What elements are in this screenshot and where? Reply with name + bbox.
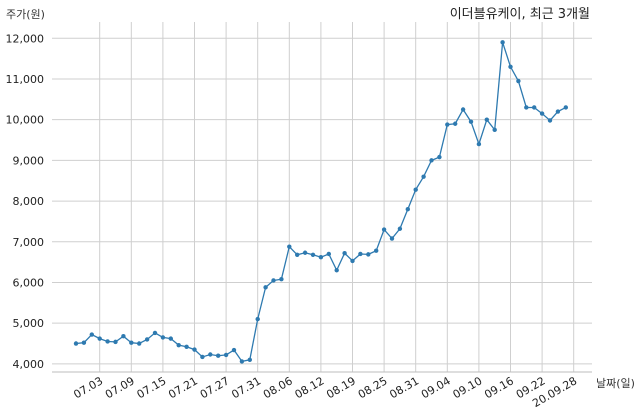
data-point	[484, 117, 489, 122]
data-point	[437, 154, 442, 160]
data-point	[460, 107, 466, 112]
data-point	[129, 340, 134, 345]
data-point	[271, 278, 276, 283]
data-point	[381, 227, 387, 232]
data-point	[374, 248, 379, 253]
data-point	[137, 341, 142, 346]
y-tick-label: 12,000	[6, 32, 45, 45]
data-point	[279, 277, 284, 282]
y-tick-label: 11,000	[6, 73, 45, 86]
data-point	[184, 344, 189, 349]
x-axis-title: 날짜(일)	[596, 376, 635, 390]
data-point	[295, 252, 300, 257]
data-point	[342, 250, 347, 256]
data-point	[547, 118, 553, 123]
data-point	[539, 111, 545, 116]
x-tick-label: 08.31	[387, 374, 421, 401]
x-tick-label: 08.25	[356, 374, 390, 401]
y-tick-label: 4,000	[13, 358, 45, 371]
x-tick-label: 07.21	[166, 374, 200, 401]
y-tick-label: 7,000	[13, 236, 45, 249]
data-point	[208, 352, 213, 357]
data-point	[358, 251, 363, 257]
data-point	[255, 316, 260, 322]
data-point	[445, 122, 450, 127]
x-tick-label: 07.27	[198, 374, 232, 401]
x-tick-label: 07.09	[103, 374, 137, 401]
x-tick-label: 07.03	[71, 374, 105, 401]
y-tick-labels: 4,000 5,000 6,000 7,000 8,000 9,000 10,000 11,0…	[6, 32, 45, 371]
data-point	[492, 127, 497, 133]
data-point	[524, 105, 529, 110]
y-axis-title: 주가(원)	[6, 8, 45, 21]
data-point	[350, 258, 355, 264]
data-point	[81, 340, 87, 345]
data-point	[239, 359, 245, 364]
data-point	[429, 158, 434, 163]
data-point	[73, 341, 79, 346]
x-tick-label: 08.19	[324, 374, 358, 401]
data-point	[216, 353, 221, 358]
y-tick-label: 6,000	[13, 276, 45, 289]
y-tick-label: 5,000	[13, 317, 45, 330]
data-point	[389, 236, 395, 241]
x-tick-label: 09.16	[482, 374, 516, 401]
x-tick-label: 09.10	[451, 374, 485, 401]
data-point	[223, 352, 229, 358]
data-point	[97, 336, 102, 341]
data-point	[468, 119, 474, 124]
data-point	[231, 347, 237, 353]
data-point	[310, 252, 316, 257]
data-point	[397, 226, 403, 231]
data-point	[144, 337, 150, 342]
data-point	[516, 78, 521, 84]
y-tick-label: 9,000	[13, 154, 45, 167]
data-point	[247, 357, 252, 362]
data-point	[192, 347, 197, 352]
data-point	[287, 244, 292, 249]
x-tick-label: 09.04	[419, 374, 453, 401]
data-point	[334, 268, 339, 273]
x-tick-label: 07.15	[135, 374, 169, 401]
x-tick-label: 08.06	[261, 374, 295, 401]
data-point	[453, 121, 458, 126]
data-point	[200, 354, 205, 360]
data-point	[168, 336, 173, 341]
data-point	[366, 252, 371, 257]
data-point	[176, 342, 181, 348]
grid	[52, 22, 592, 372]
data-point	[160, 335, 166, 340]
data-point	[563, 105, 568, 110]
y-tick-label: 8,000	[13, 195, 45, 208]
data-point	[476, 141, 482, 147]
data-point	[263, 285, 268, 290]
x-tick-label: 07.31	[229, 374, 263, 401]
data-point	[302, 250, 308, 255]
data-point	[113, 339, 118, 345]
data-point	[508, 64, 513, 69]
x-tick-label: 08.12	[293, 374, 327, 401]
data-point	[152, 330, 158, 336]
data-point	[555, 109, 561, 114]
data-point	[318, 255, 324, 260]
data-point	[326, 251, 331, 257]
chart-title: 이더블유케이, 최근 3개월	[450, 7, 590, 22]
y-tick-label: 10,000	[6, 114, 45, 127]
data-point	[413, 187, 418, 192]
data-point	[500, 40, 505, 45]
x-tick-labels: 07.0307.0907.1507.2107.2707.3108.0608.12…	[71, 374, 579, 410]
price-points	[73, 40, 568, 364]
data-point	[405, 207, 410, 212]
data-point	[105, 339, 110, 344]
data-point	[421, 174, 426, 179]
data-point	[121, 333, 126, 339]
data-point	[532, 105, 537, 110]
data-point	[89, 332, 95, 337]
